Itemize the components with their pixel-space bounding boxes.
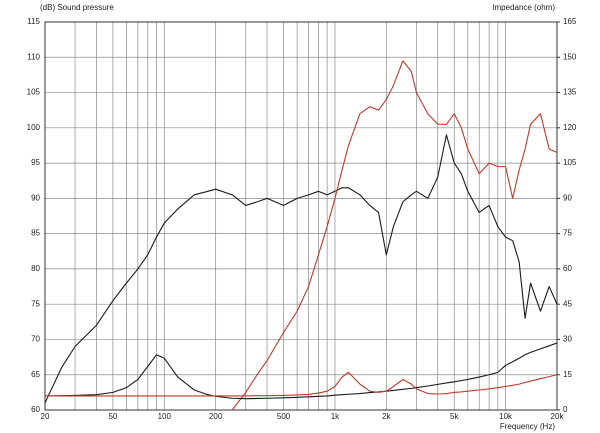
y2-tick-label: 165 [563, 17, 577, 26]
y2-tick-label: 120 [563, 123, 577, 132]
x-tick-label: 500 [277, 412, 291, 421]
series-line [231, 60, 558, 411]
x-tick-label: 100 [158, 412, 172, 421]
series-line [44, 342, 558, 400]
x-axis-label: Frequency (Hz) [500, 422, 555, 431]
y2-tick-label: 75 [563, 229, 572, 238]
x-tick-label: 10k [499, 412, 513, 421]
y2-tick-label: 105 [563, 158, 577, 167]
y-tick-label: 70 [31, 335, 40, 344]
y2-tick-label: 15 [563, 370, 572, 379]
y2-tick-label: 0 [563, 405, 568, 414]
y-tick-label: 85 [31, 229, 40, 238]
y2-axis-label: Impedance (ohm) [492, 3, 555, 12]
x-tick-label: 1k [331, 412, 340, 421]
x-tick-label: 200 [209, 412, 223, 421]
y2-tick-label: 30 [563, 335, 572, 344]
series-line [45, 371, 558, 397]
y2-tick-label: 90 [563, 193, 572, 202]
plot-frame [44, 21, 558, 411]
y-tick-label: 90 [31, 193, 40, 202]
y-tick-label: 110 [27, 52, 40, 61]
y-tick-label: 105 [27, 88, 41, 97]
x-tick-label: 20 [41, 412, 50, 421]
x-tick-label: 20k [551, 412, 565, 421]
y2-tick-label: 150 [563, 52, 577, 61]
y-tick-label: 60 [31, 405, 40, 414]
series-line [44, 134, 558, 404]
y2-tick-label: 45 [563, 299, 572, 308]
y2-tick-label: 60 [563, 264, 572, 273]
x-tick-label: 50 [108, 412, 117, 421]
x-tick-label: 2k [382, 412, 391, 421]
y2-tick-label: 135 [563, 88, 577, 97]
y-tick-label: 115 [27, 17, 40, 26]
y-tick-label: 80 [31, 264, 40, 273]
y-tick-label: 65 [31, 370, 40, 379]
y-axis-label: (dB) Sound pressure [40, 3, 114, 12]
x-tick-label: 5k [450, 412, 459, 421]
y-tick-label: 95 [31, 158, 40, 167]
y-tick-label: 100 [27, 123, 41, 132]
y-tick-label: 75 [31, 299, 40, 308]
